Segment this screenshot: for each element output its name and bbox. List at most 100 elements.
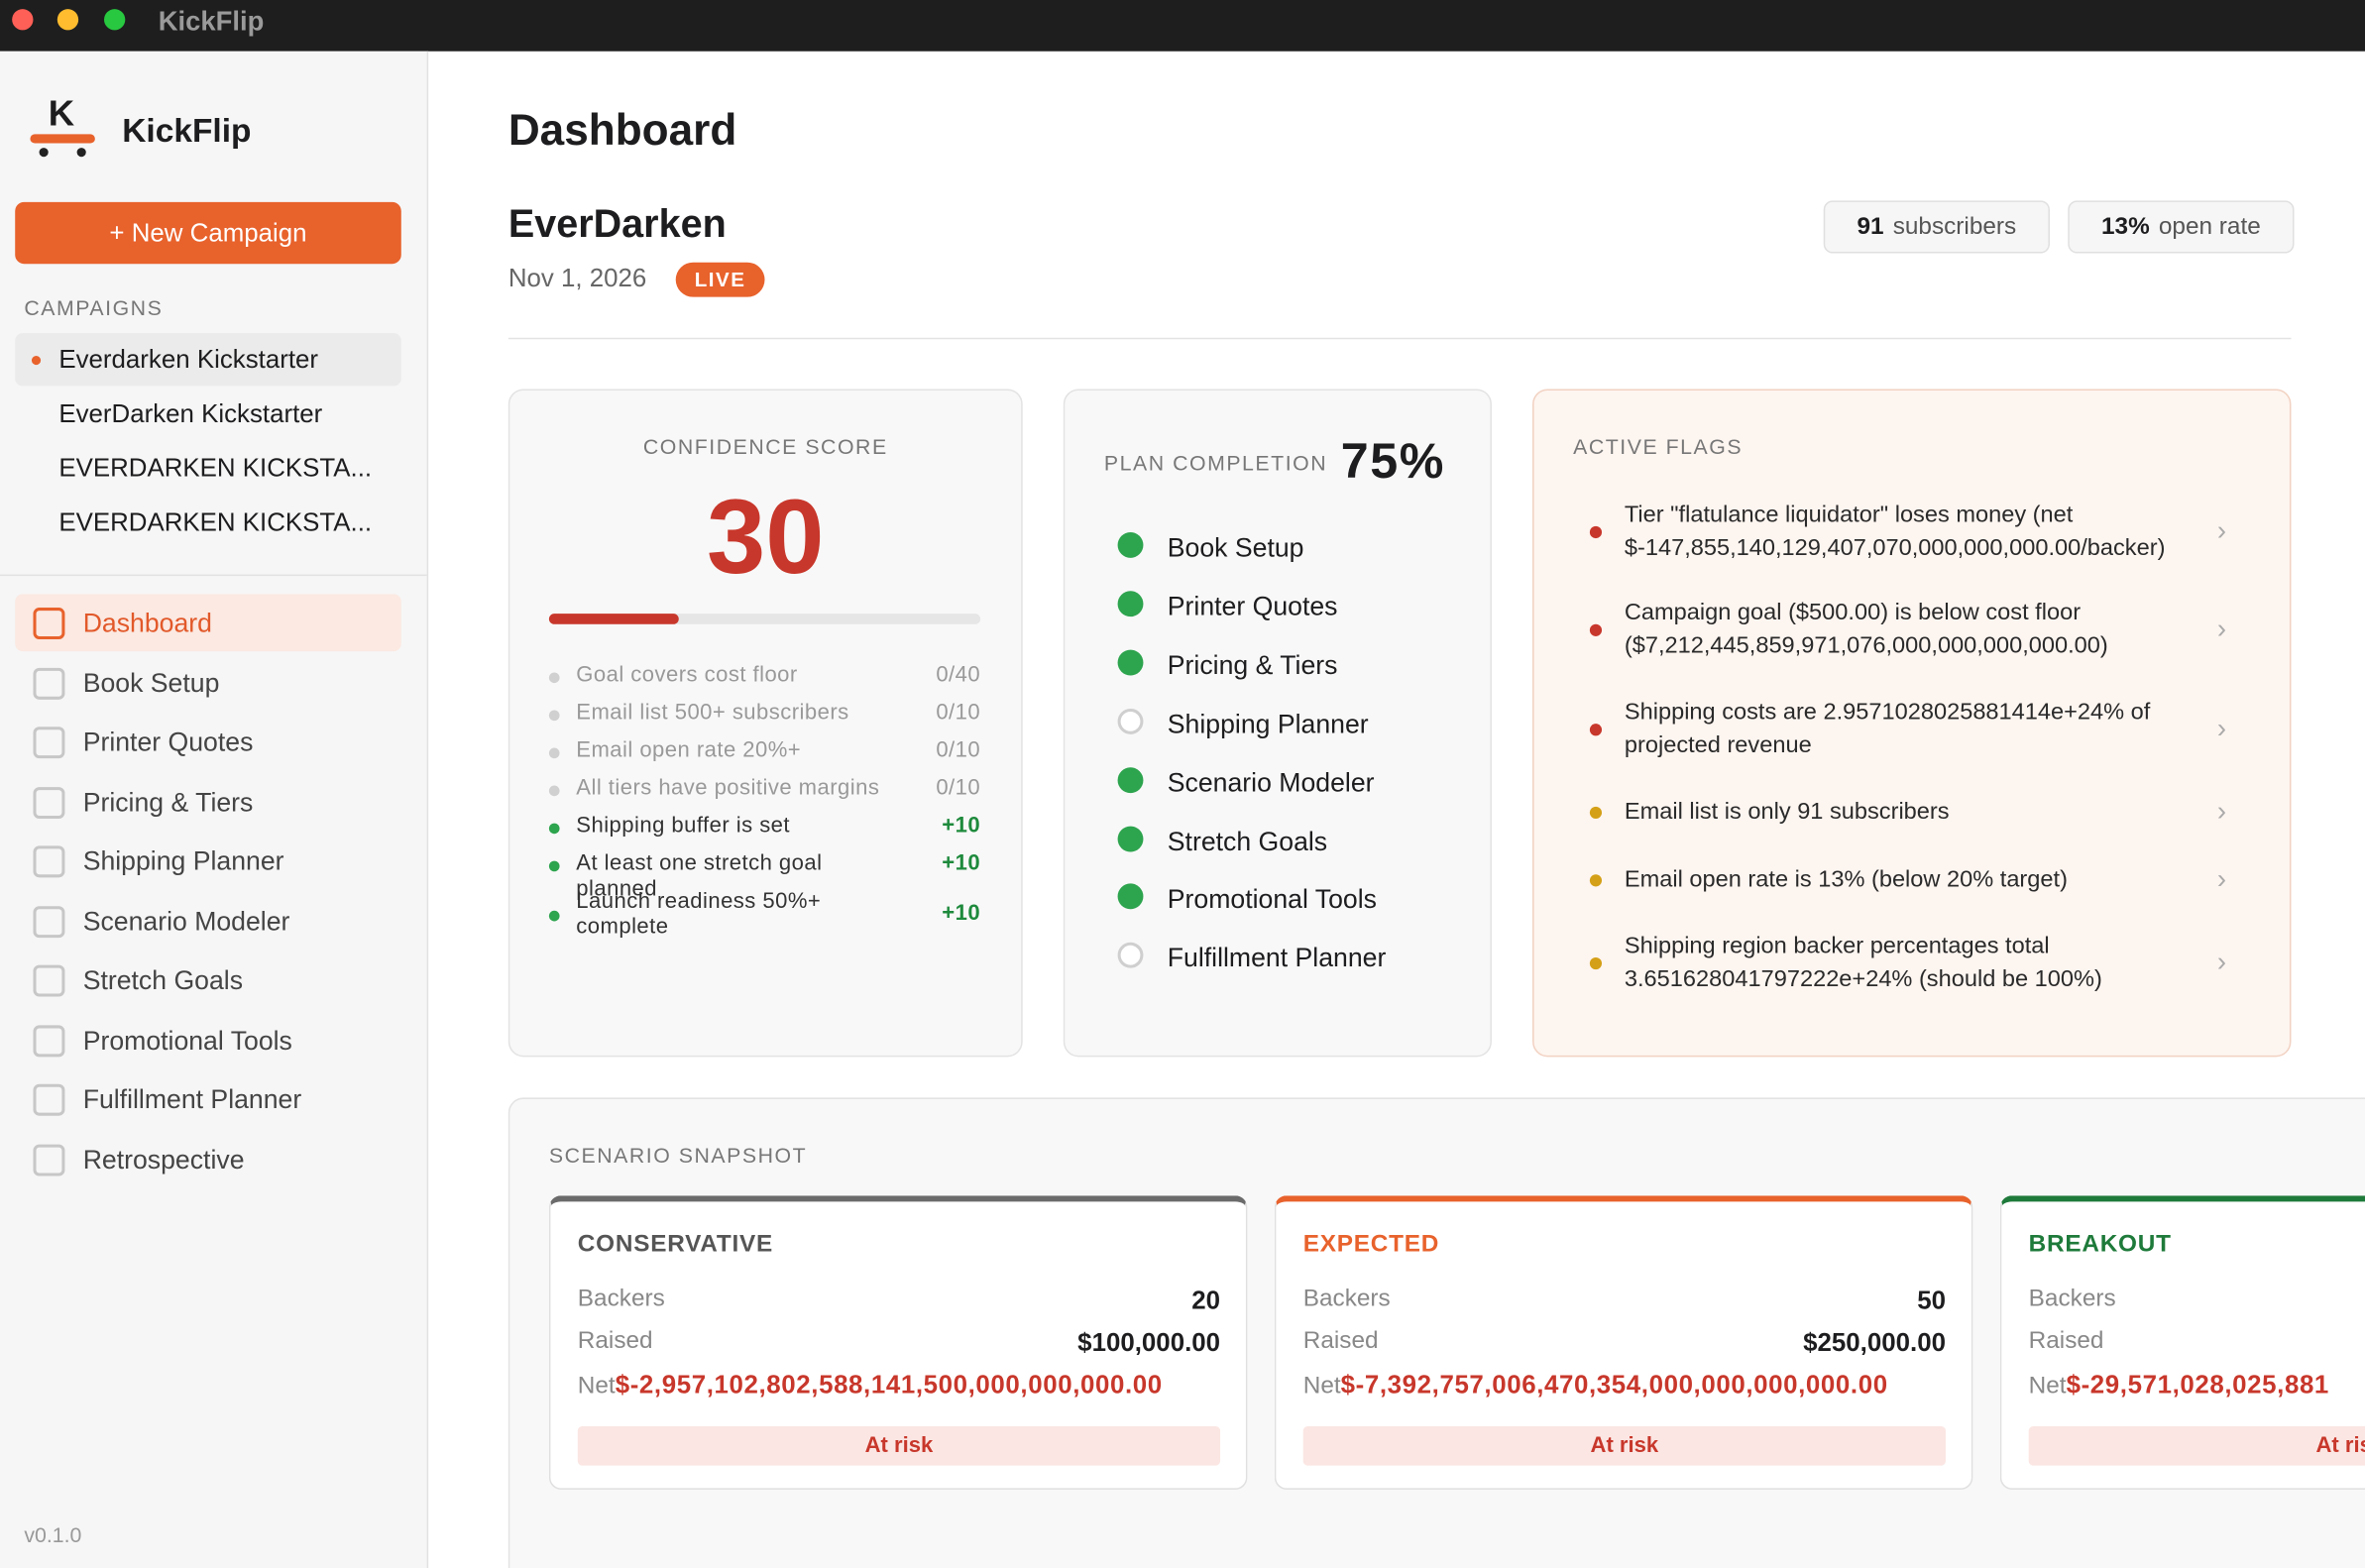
criterion-label: Goal covers cost floor	[576, 663, 798, 688]
confidence-score: 30	[707, 478, 825, 596]
flag-text: Tier "flatulance liquidator" loses money…	[1624, 502, 2166, 561]
flag-dot	[1589, 806, 1603, 820]
new-campaign-button[interactable]: + New Campaign	[15, 201, 401, 265]
nav-item[interactable]: Scenario Modeler	[15, 892, 401, 950]
criterion-label: Shipping buffer is set	[576, 814, 791, 839]
nav-label: Dashboard	[82, 608, 212, 638]
flag-dot	[1589, 724, 1603, 736]
logo-wheel	[76, 148, 86, 158]
flag-item[interactable]: Shipping region backer percentages total…	[1584, 931, 2248, 997]
flag-chevron: ›	[2216, 796, 2227, 827]
backers-label: Backers	[1302, 1286, 1391, 1312]
flag-chevron: ›	[2216, 515, 2227, 546]
nav-item[interactable]: Stretch Goals	[15, 952, 401, 1009]
nav-label: Shipping Planner	[82, 845, 284, 876]
step-label: Stretch Goals	[1167, 825, 1328, 856]
nav-label: Scenario Modeler	[82, 905, 290, 936]
logo-wheel	[39, 148, 49, 158]
flag-dot	[1589, 525, 1603, 539]
divider	[507, 337, 2292, 340]
campaign-date: Nov 1, 2026	[507, 264, 647, 293]
minimize-button[interactable]	[56, 9, 79, 31]
logo-letter: K	[48, 93, 75, 135]
window-title: KickFlip	[158, 6, 265, 37]
flag-item[interactable]: Email list is only 91 subscribers ›	[1584, 796, 2248, 829]
criterion-label: Launch readiness 50%+ complete	[576, 889, 822, 940]
criterion-label: Email open rate 20%+	[576, 738, 802, 763]
flag-chevron: ›	[2216, 614, 2227, 644]
scenario-status: At risk	[2028, 1426, 2365, 1466]
backers-value: 50	[1917, 1286, 1946, 1315]
stat-value: 91	[1857, 214, 1884, 240]
scenario-title: SCENARIO SNAPSHOT	[548, 1143, 808, 1168]
nav-label: Promotional Tools	[82, 1024, 292, 1056]
net-row: Net$-29,571,028,025,881	[2029, 1371, 2365, 1400]
step-label: Fulfillment Planner	[1167, 943, 1387, 973]
nav-item[interactable]: Pricing & Tiers	[15, 773, 401, 831]
net-value: $-2,957,102,802,588,141,500,000,000,000.…	[615, 1370, 1163, 1400]
sidebar: K KickFlip + New Campaign CAMPAIGNS Ever…	[0, 51, 429, 1568]
net-row: Net$-7,392,757,006,470,354,000,000,000,0…	[1303, 1371, 1946, 1400]
net-row: Net$-2,957,102,802,588,141,500,000,000,0…	[578, 1371, 1220, 1400]
confidence-card	[507, 389, 1023, 1058]
campaign-item[interactable]: Everdarken Kickstarter	[15, 333, 401, 387]
campaign-name: EverDarken Kickstarter	[58, 399, 323, 429]
step-label: Printer Quotes	[1167, 591, 1338, 621]
nav-checkbox	[33, 964, 65, 997]
step-done-icon	[1117, 591, 1144, 617]
flags-title: ACTIVE FLAGS	[1573, 434, 1744, 459]
close-button[interactable]	[12, 9, 34, 31]
nav-item[interactable]: Book Setup	[15, 653, 401, 711]
flag-chevron: ›	[2216, 947, 2227, 977]
step-done-icon	[1117, 649, 1144, 676]
net-value: $-7,392,757,006,470,354,000,000,000,000.…	[1340, 1370, 1888, 1400]
campaign-name: Everdarken Kickstarter	[58, 345, 319, 375]
nav-checkbox	[33, 905, 65, 938]
scenario-name: CONSERVATIVE	[577, 1231, 773, 1258]
flags-card	[1532, 389, 2292, 1058]
nav-item[interactable]: Shipping Planner	[15, 833, 401, 890]
nav-checkbox	[33, 667, 65, 700]
campaign-item[interactable]: EVERDARKEN KICKSTA...	[15, 496, 401, 548]
backers-label: Backers	[2028, 1286, 2116, 1312]
flag-item[interactable]: Campaign goal ($500.00) is below cost fl…	[1584, 597, 2248, 663]
nav-label: Retrospective	[82, 1143, 245, 1175]
nav-item[interactable]: Retrospective	[15, 1130, 401, 1187]
step-done-icon	[1117, 825, 1144, 851]
divider	[0, 574, 427, 577]
criterion-points: 0/10	[936, 776, 981, 801]
flag-chevron: ›	[2216, 713, 2227, 743]
title-bar: KickFlip	[0, 0, 2365, 52]
campaign-item[interactable]: EVERDARKEN KICKSTA...	[15, 442, 401, 495]
criterion-dot	[548, 785, 560, 797]
step-label: Promotional Tools	[1167, 884, 1377, 915]
scenario-card: CONSERVATIVE Backers 20 Raised $100,000.00 Ne…	[548, 1195, 1248, 1490]
criterion-points: +10	[942, 901, 981, 927]
nav-label: Pricing & Tiers	[82, 786, 254, 817]
plan-percent: 75%	[1340, 432, 1445, 489]
nav-item[interactable]: Promotional Tools	[15, 1011, 401, 1068]
flag-item[interactable]: Shipping costs are 2.9571028025881414e+2…	[1584, 697, 2248, 763]
nav-item[interactable]: Printer Quotes	[15, 714, 401, 771]
nav-checkbox	[33, 845, 65, 878]
stat-label: open rate	[2158, 214, 2261, 240]
flag-item[interactable]: Email open rate is 13% (below 20% target…	[1584, 864, 2248, 897]
net-label: Net	[1302, 1373, 1341, 1400]
app-name: KickFlip	[122, 111, 252, 150]
campaign-item[interactable]: EverDarken Kickstarter	[15, 388, 401, 440]
backers-label: Backers	[577, 1286, 665, 1312]
nav-item[interactable]: Dashboard	[15, 594, 401, 652]
logo: K	[30, 93, 96, 160]
step-label: Pricing & Tiers	[1167, 649, 1338, 680]
nav-label: Printer Quotes	[82, 727, 254, 757]
zoom-button[interactable]	[103, 9, 126, 31]
flag-item[interactable]: Tier "flatulance liquidator" loses money…	[1584, 500, 2248, 566]
nav-item[interactable]: Fulfillment Planner	[15, 1070, 401, 1128]
nav-checkbox	[33, 1024, 65, 1057]
criterion-points: 0/10	[936, 701, 981, 726]
nav-checkbox	[33, 1143, 65, 1176]
step-open-icon	[1117, 708, 1144, 734]
flag-text: Shipping region backer percentages total…	[1624, 933, 2102, 992]
